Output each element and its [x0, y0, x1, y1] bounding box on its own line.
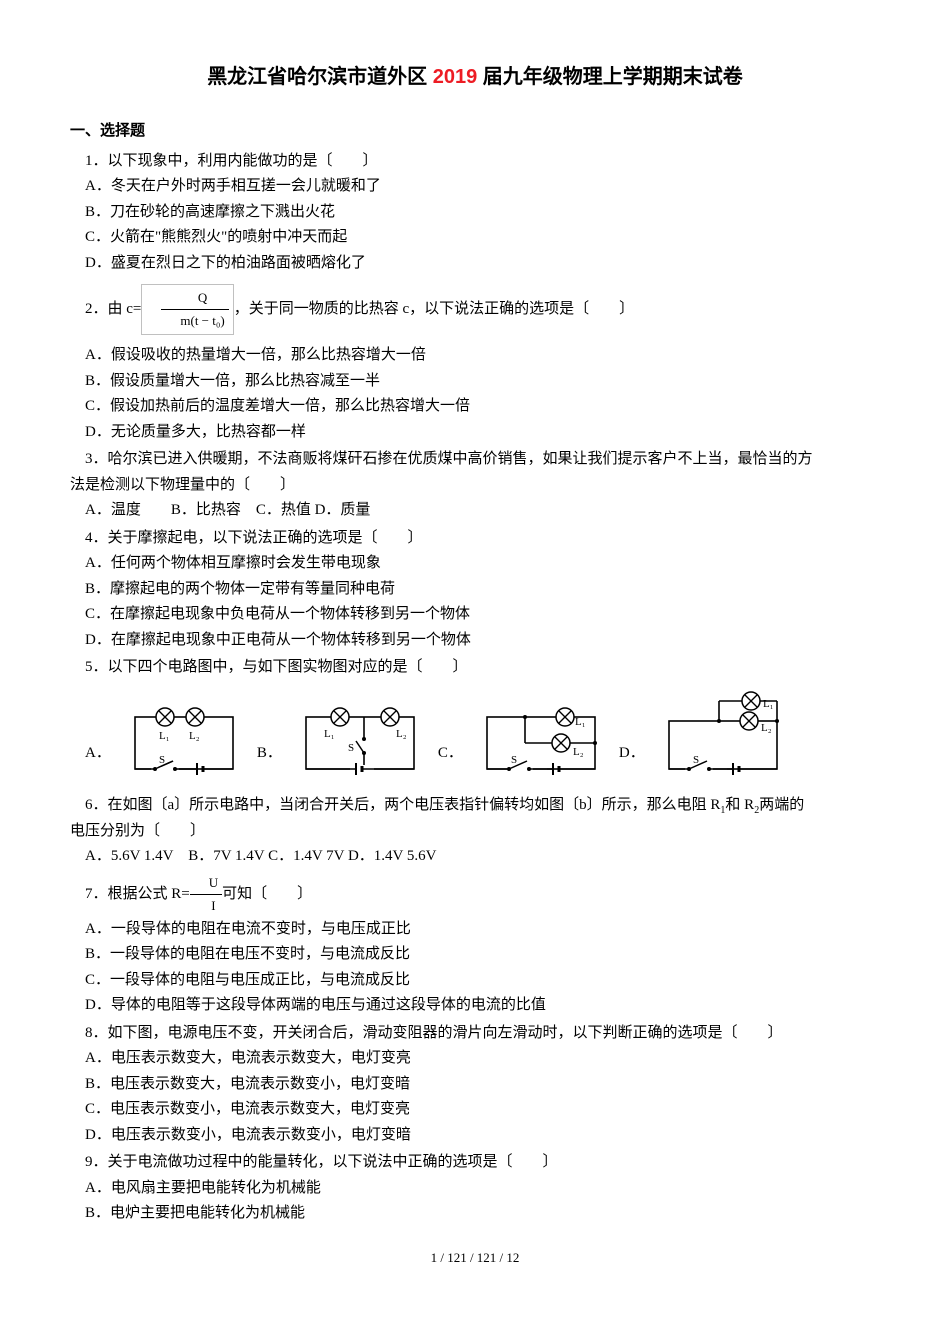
q7-choice-a: A．一段导体的电阻在电流不变时，与电压成正比 [70, 917, 880, 943]
q2-choice-a: A．假设吸收的热量增大一倍，那么比热容增大一倍 [70, 343, 880, 369]
q2-choice-d: D．无论质量多大，比热容都一样 [70, 420, 880, 446]
q1-stem: 1．以下现象中，利用内能做功的是〔 〕 [70, 149, 880, 175]
q1-choice-b: B．刀在砂轮的高速摩擦之下溅出火花 [70, 200, 880, 226]
page-title: 黑龙江省哈尔滨市道外区 2019 届九年级物理上学期期末试卷 [70, 60, 880, 94]
q6-mid: 和 R [725, 797, 754, 813]
question-9: 9．关于电流做功过程中的能量转化，以下说法中正确的选项是〔 〕 A．电风扇主要把… [70, 1150, 880, 1227]
q9-stem: 9．关于电流做功过程中的能量转化，以下说法中正确的选项是〔 〕 [70, 1150, 880, 1176]
svg-text:S: S [348, 742, 354, 754]
q7-stem: 7．根据公式 R=UI可知〔 〕 [70, 872, 880, 917]
q2-frac-num: Q [161, 287, 228, 310]
q1-choice-c: C．火箭在"熊熊烈火"的喷射中冲天而起 [70, 225, 880, 251]
q8-choice-b: B．电压表示数变大，电流表示数变小，电灯变暗 [70, 1072, 880, 1098]
question-3: 3．哈尔滨已进入供暖期，不法商贩将煤矸石掺在优质煤中高价销售，如果让我们提示客户… [70, 447, 880, 524]
q3-stem-line1: 3．哈尔滨已进入供暖期，不法商贩将煤矸石掺在优质煤中高价销售，如果让我们提示客户… [70, 447, 880, 473]
question-4: 4．关于摩擦起电，以下说法正确的选项是〔 〕 A．任何两个物体相互摩擦时会发生带… [70, 526, 880, 654]
q2-post: ，关于同一物质的比热容 c，以下说法正确的选项是〔 〕 [234, 301, 634, 317]
q2-pre: 2．由 c= [85, 301, 141, 317]
q2-stem: 2．由 c= Qm(t − t₀) ，关于同一物质的比热容 c，以下说法正确的选项是… [70, 284, 880, 335]
q5-label-a: A． [85, 741, 111, 767]
q9-choice-a: A．电风扇主要把电能转化为机械能 [70, 1176, 880, 1202]
q2-choice-c: C．假设加热前后的温度差增大一倍，那么比热容增大一倍 [70, 394, 880, 420]
question-2: 2．由 c= Qm(t − t₀) ，关于同一物质的比热容 c，以下说法正确的选项是… [70, 284, 880, 445]
q7-pre: 7．根据公式 R= [85, 886, 190, 902]
title-suffix: 届九年级物理上学期期末试卷 [477, 66, 743, 88]
q5-label-c: C． [438, 741, 463, 767]
q5-stem: 5．以下四个电路图中，与如下图实物图对应的是〔 〕 [70, 655, 880, 681]
svg-text:L₁: L₁ [159, 730, 170, 742]
q7-frac-den: I [190, 895, 222, 917]
question-8: 8．如下图，电源电压不变，开关闭合后，滑动变阻器的滑片向左滑动时，以下判断正确的… [70, 1021, 880, 1149]
svg-text:L₂: L₂ [573, 746, 584, 758]
q7-post: 可知〔 〕 [222, 886, 312, 902]
q5-label-d: D． [619, 741, 645, 767]
q1-choice-a: A．冬天在户外时两手相互搓一会儿就暖和了 [70, 174, 880, 200]
q7-frac-num: U [190, 872, 222, 895]
q7-choice-d: D．导体的电阻等于这段导体两端的电压与通过这段导体的电流的比值 [70, 993, 880, 1019]
page-footer: 1 / 121 / 121 / 12 [70, 1247, 880, 1269]
q9-choice-b: B．电炉主要把电能转化为机械能 [70, 1201, 880, 1227]
q4-choice-b: B．摩擦起电的两个物体一定带有等量同种电荷 [70, 577, 880, 603]
svg-text:L₁: L₁ [575, 716, 586, 728]
q4-stem: 4．关于摩擦起电，以下说法正确的选项是〔 〕 [70, 526, 880, 552]
q6-stem-line1: 6．在如图〔a〕所示电路中，当闭合开关后，两个电压表指针偏转均如图〔b〕所示，那… [70, 793, 880, 819]
q4-choice-a: A．任何两个物体相互摩擦时会发生带电现象 [70, 551, 880, 577]
q2-choice-b: B．假设质量增大一倍，那么比热容减至一半 [70, 369, 880, 395]
q5-circuit-d: L₁ L₂ S [663, 691, 783, 781]
section-1-heading: 一、选择题 [70, 119, 880, 145]
q4-choice-d: D．在摩擦起电现象中正电荷从一个物体转移到另一个物体 [70, 628, 880, 654]
question-7: 7．根据公式 R=UI可知〔 〕 A．一段导体的电阻在电流不变时，与电压成正比 … [70, 872, 880, 1019]
svg-text:L₂: L₂ [761, 722, 772, 734]
q3-stem-line2: 法是检测以下物理量中的〔 〕 [70, 473, 880, 499]
q8-choice-d: D．电压表示数变小，电流表示数变小，电灯变暗 [70, 1123, 880, 1149]
svg-text:L₁: L₁ [763, 698, 774, 710]
q5-circuit-b: L₁ S L₂ [300, 703, 420, 781]
q6-stem1: 6．在如图〔a〕所示电路中，当闭合开关后，两个电压表指针偏转均如图〔b〕所示，那… [85, 797, 720, 813]
q7-fraction: UI [190, 872, 222, 917]
title-prefix: 黑龙江省哈尔滨市道外区 [207, 66, 433, 88]
q8-choice-a: A．电压表示数变大，电流表示数变大，电灯变亮 [70, 1046, 880, 1072]
q1-choice-d: D．盛夏在烈日之下的柏油路面被晒熔化了 [70, 251, 880, 277]
question-6: 6．在如图〔a〕所示电路中，当闭合开关后，两个电压表指针偏转均如图〔b〕所示，那… [70, 793, 880, 870]
q3-choices: A．温度 B．比热容 C．热值 D．质量 [70, 498, 880, 524]
q6-stem-line2: 电压分别为〔 〕 [70, 819, 880, 845]
q8-stem: 8．如下图，电源电压不变，开关闭合后，滑动变阻器的滑片向左滑动时，以下判断正确的… [70, 1021, 880, 1047]
q6-stem2: 两端的 [759, 797, 804, 813]
q5-circuit-a: L₁ L₂ S [129, 703, 239, 781]
q4-choice-c: C．在摩擦起电现象中负电荷从一个物体转移到另一个物体 [70, 602, 880, 628]
q5-circuit-c: L₁ L₂ S [481, 703, 601, 781]
q2-frac-den: m(t − t₀) [161, 310, 228, 332]
q5-options-row: A． L₁ L₂ S [85, 691, 880, 781]
svg-text:L₁: L₁ [324, 728, 335, 740]
svg-text:S: S [693, 754, 699, 766]
svg-text:S: S [511, 754, 517, 766]
title-year: 2019 [433, 66, 478, 88]
q7-choice-b: B．一段导体的电阻在电压不变时，与电流成反比 [70, 942, 880, 968]
q2-formula: Qm(t − t₀) [141, 284, 233, 335]
q5-label-b: B． [257, 741, 282, 767]
svg-text:L₂: L₂ [189, 730, 200, 742]
q2-fraction: Qm(t − t₀) [161, 287, 228, 332]
svg-text:L₂: L₂ [396, 728, 407, 740]
q6-choices: A．5.6V 1.4V B．7V 1.4V C．1.4V 7V D．1.4V 5… [70, 844, 880, 870]
question-5: 5．以下四个电路图中，与如下图实物图对应的是〔 〕 A． L₁ L₂ S [70, 655, 880, 781]
q7-choice-c: C．一段导体的电阻与电压成正比，与电流成反比 [70, 968, 880, 994]
q8-choice-c: C．电压表示数变小，电流表示数变大，电灯变亮 [70, 1097, 880, 1123]
question-1: 1．以下现象中，利用内能做功的是〔 〕 A．冬天在户外时两手相互搓一会儿就暖和了… [70, 149, 880, 277]
